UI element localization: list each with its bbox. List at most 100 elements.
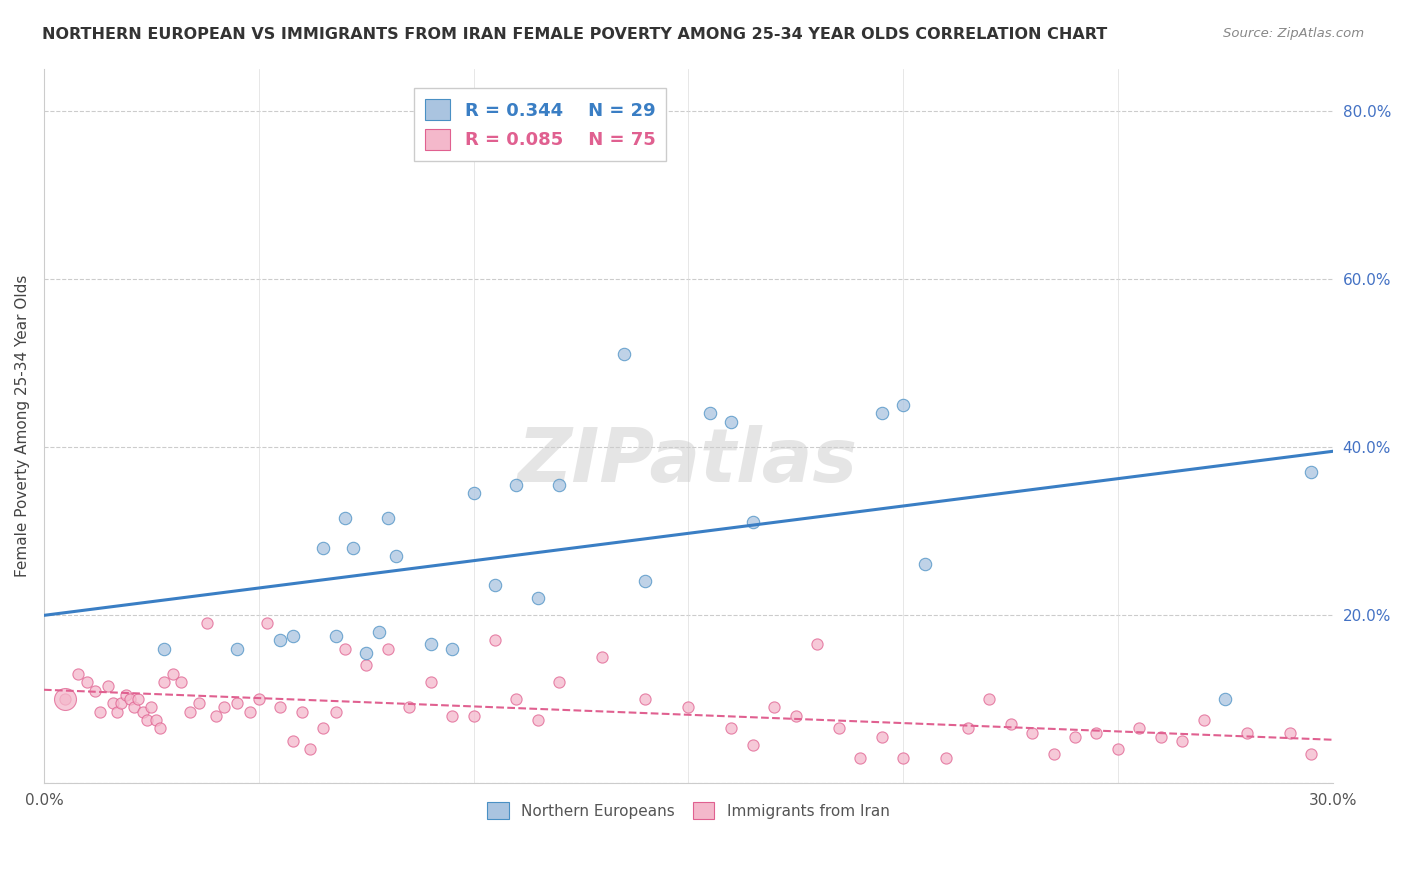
Point	[870, 406, 893, 420]
Y-axis label: Female Poverty Among 25-34 Year Olds: Female Poverty Among 25-34 Year Olds	[15, 275, 30, 577]
Point	[548, 675, 571, 690]
Point	[1064, 730, 1087, 744]
Point	[1107, 742, 1129, 756]
Point	[204, 708, 226, 723]
Point	[153, 675, 176, 690]
Point	[548, 477, 571, 491]
Legend: Northern Europeans, Immigrants from Iran: Northern Europeans, Immigrants from Iran	[481, 796, 896, 825]
Point	[269, 633, 291, 648]
Point	[419, 675, 441, 690]
Point	[419, 637, 441, 651]
Point	[269, 700, 291, 714]
Point	[162, 666, 184, 681]
Point	[1042, 747, 1064, 761]
Point	[226, 641, 249, 656]
Point	[195, 616, 218, 631]
Point	[53, 692, 76, 706]
Point	[634, 692, 657, 706]
Point	[699, 406, 721, 420]
Point	[870, 730, 893, 744]
Point	[1171, 734, 1194, 748]
Point	[1021, 725, 1043, 739]
Point	[956, 722, 979, 736]
Point	[325, 629, 347, 643]
Point	[118, 692, 141, 706]
Point	[333, 641, 356, 656]
Point	[105, 705, 128, 719]
Point	[354, 646, 377, 660]
Point	[1301, 465, 1323, 479]
Point	[114, 688, 136, 702]
Point	[312, 722, 335, 736]
Point	[131, 705, 153, 719]
Point	[763, 700, 786, 714]
Point	[720, 415, 742, 429]
Point	[377, 511, 399, 525]
Point	[441, 708, 464, 723]
Point	[136, 713, 159, 727]
Point	[67, 666, 90, 681]
Point	[281, 629, 304, 643]
Point	[247, 692, 270, 706]
Point	[1301, 747, 1323, 761]
Point	[484, 633, 506, 648]
Point	[463, 486, 485, 500]
Point	[141, 700, 163, 714]
Point	[977, 692, 1000, 706]
Point	[333, 511, 356, 525]
Point	[145, 713, 167, 727]
Point	[377, 641, 399, 656]
Point	[179, 705, 201, 719]
Point	[849, 751, 872, 765]
Point	[785, 708, 807, 723]
Point	[110, 696, 132, 710]
Point	[1000, 717, 1022, 731]
Point	[149, 722, 172, 736]
Point	[127, 692, 149, 706]
Point	[891, 751, 914, 765]
Point	[187, 696, 209, 710]
Point	[342, 541, 364, 555]
Point	[891, 398, 914, 412]
Point	[256, 616, 278, 631]
Point	[505, 477, 527, 491]
Point	[76, 675, 98, 690]
Point	[527, 713, 550, 727]
Point	[1278, 725, 1301, 739]
Point	[505, 692, 527, 706]
Point	[463, 708, 485, 723]
Point	[214, 700, 236, 714]
Point	[1085, 725, 1108, 739]
Point	[97, 679, 120, 693]
Text: ZIPatlas: ZIPatlas	[519, 425, 858, 498]
Point	[935, 751, 957, 765]
Point	[299, 742, 322, 756]
Point	[325, 705, 347, 719]
Point	[484, 578, 506, 592]
Point	[398, 700, 420, 714]
Point	[101, 696, 124, 710]
Point	[613, 347, 636, 361]
Text: Source: ZipAtlas.com: Source: ZipAtlas.com	[1223, 27, 1364, 40]
Point	[122, 700, 145, 714]
Point	[53, 692, 76, 706]
Point	[281, 734, 304, 748]
Point	[678, 700, 700, 714]
Point	[170, 675, 193, 690]
Point	[741, 516, 763, 530]
Point	[591, 649, 613, 664]
Point	[312, 541, 335, 555]
Text: NORTHERN EUROPEAN VS IMMIGRANTS FROM IRAN FEMALE POVERTY AMONG 25-34 YEAR OLDS C: NORTHERN EUROPEAN VS IMMIGRANTS FROM IRA…	[42, 27, 1108, 42]
Point	[354, 658, 377, 673]
Point	[239, 705, 262, 719]
Point	[1128, 722, 1150, 736]
Point	[720, 722, 742, 736]
Point	[527, 591, 550, 606]
Point	[291, 705, 314, 719]
Point	[1215, 692, 1237, 706]
Point	[153, 641, 176, 656]
Point	[634, 574, 657, 589]
Point	[741, 738, 763, 752]
Point	[1236, 725, 1258, 739]
Point	[806, 637, 828, 651]
